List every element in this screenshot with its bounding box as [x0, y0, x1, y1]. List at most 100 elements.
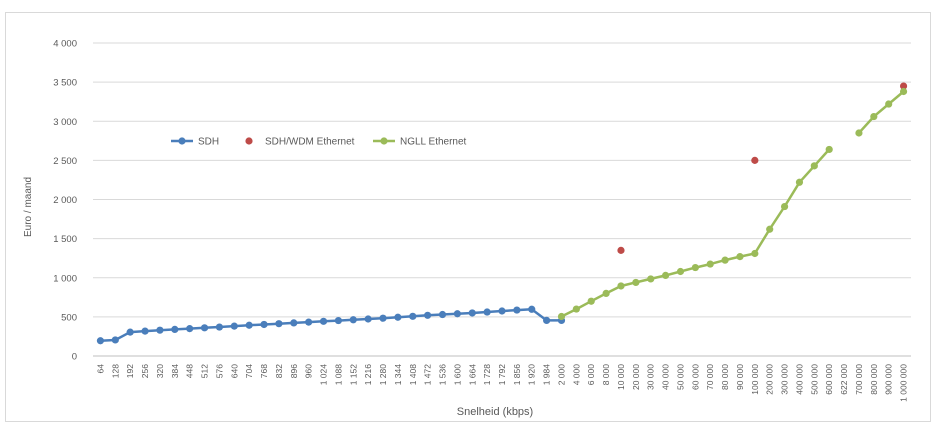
x-tick-label: 1 344 [393, 364, 403, 386]
ngll-ethernet-point [676, 267, 685, 276]
x-tick-label: 800 000 [869, 364, 879, 395]
sdh-point [215, 323, 224, 331]
x-tick-label: 1 024 [319, 364, 329, 386]
ngll-ethernet-point [825, 145, 833, 154]
y-tick-label: 4 000 [53, 39, 77, 50]
ngll-ethernet-point [736, 253, 744, 261]
sdh-point [349, 316, 357, 324]
sdh-point [453, 310, 461, 318]
legend-ngll-ethernet-marker [380, 137, 388, 145]
y-tick-label: 3 500 [53, 78, 77, 89]
ngll-ethernet-point [870, 112, 878, 121]
x-tick-label: 700 000 [854, 364, 864, 395]
legend-sdh-wdm-ethernet-label: SDH/WDM Ethernet [265, 137, 355, 148]
ngll-ethernet-point [855, 129, 863, 137]
sdh-wdm-ethernet-point [617, 246, 625, 254]
sdh-point [528, 305, 536, 313]
ngll-ethernet-point [885, 100, 893, 108]
x-tick-label: 1 984 [542, 364, 552, 386]
sdh-point [468, 309, 476, 317]
x-tick-label: 60 000 [690, 364, 700, 390]
ngll-ethernet-point [587, 297, 595, 305]
x-tick-label: 900 000 [884, 364, 894, 395]
sdh-point [126, 328, 134, 336]
y-axis-ticks: 0 500 1 000 1 500 2 000 2 500 3 000 3 500 4 000 [53, 39, 77, 363]
x-tick-label: 100 000 [750, 364, 760, 395]
y-tick-label: 1 500 [53, 234, 77, 245]
sdh-point [498, 307, 506, 315]
x-tick-label: 40 000 [661, 364, 671, 390]
ngll-ethernet-line [560, 148, 831, 318]
sdh-point [438, 310, 447, 319]
x-tick-label: 128 [110, 364, 120, 378]
sdh-point [156, 326, 164, 334]
x-tick-label: 960 [304, 364, 314, 378]
ngll-ethernet-point [795, 178, 804, 186]
x-tick-label: 1 664 [467, 364, 477, 386]
x-tick-label: 576 [214, 364, 224, 378]
x-tick-label: 1 000 000 [899, 364, 909, 402]
x-tick-label: 256 [140, 364, 150, 378]
y-tick-label: 2 500 [53, 156, 77, 167]
x-tick-label: 6 000 [586, 364, 596, 386]
sdh-line [100, 308, 562, 342]
x-tick-label: 64 [95, 364, 105, 374]
ngll-ethernet-point [899, 87, 908, 96]
legend-sdh-marker [178, 137, 186, 145]
x-axis-title: Snelheid (kbps) [457, 406, 533, 418]
sdh-wdm-ethernet-point [899, 82, 908, 90]
x-tick-label: 192 [125, 364, 135, 378]
ngll-ethernet-point [780, 202, 789, 211]
ngll-ethernet-point [632, 278, 640, 287]
sdh-point [319, 317, 328, 325]
x-tick-label: 1 920 [527, 364, 537, 386]
sdh-point [96, 337, 105, 345]
x-tick-label: 622 000 [839, 364, 849, 395]
x-tick-label: 200 000 [765, 364, 775, 395]
x-tick-label: 70 000 [705, 364, 715, 390]
chart-frame: 0 500 1 000 1 500 2 000 2 500 3 000 3 500 4 000 … [5, 12, 931, 422]
legend-sdh-label: SDH [198, 137, 219, 148]
sdh-point [275, 320, 283, 328]
sdh-point [394, 313, 402, 321]
sdh-point [186, 325, 194, 333]
x-tick-label: 896 [289, 364, 299, 378]
x-tick-label: 1 216 [363, 364, 373, 386]
sdh-point [260, 320, 268, 329]
sdh-point [141, 327, 149, 335]
y-tick-label: 3 000 [53, 117, 77, 128]
x-tick-label: 2 000 [556, 364, 566, 386]
ngll-ethernet-point [751, 249, 759, 258]
x-tick-label: 600 000 [824, 364, 834, 395]
sdh-point [171, 325, 179, 333]
sdh-point [543, 316, 551, 324]
x-tick-label: 1 600 [452, 364, 462, 386]
ngll-ethernet-point [557, 312, 566, 321]
sdh-point [200, 324, 209, 332]
x-tick-label: 1 792 [497, 364, 507, 386]
ngll-ethernet-point [691, 263, 699, 272]
sdh-point [245, 321, 253, 329]
sdh-point [513, 306, 521, 314]
x-tick-label: 10 000 [616, 364, 626, 390]
series-layer [96, 82, 908, 345]
x-tick-label: 30 000 [646, 364, 656, 390]
y-tick-label: 0 [72, 352, 77, 363]
x-tick-label: 80 000 [720, 364, 730, 390]
x-tick-label: 500 000 [809, 364, 819, 395]
ngll-ethernet-point [647, 275, 655, 283]
sdh-point [424, 311, 432, 319]
ngll-ethernet-point [706, 260, 714, 268]
sdh-point [483, 308, 491, 316]
x-tick-label: 768 [259, 364, 269, 378]
x-tick-label: 1 280 [378, 364, 388, 386]
x-tick-label: 50 000 [675, 364, 685, 390]
sdh-point [334, 316, 342, 325]
legend: SDH SDH/WDM Ethernet NGLL Ethernet [171, 137, 467, 148]
sdh-point [111, 336, 119, 344]
x-tick-label: 400 000 [794, 364, 804, 395]
y-tick-label: 500 [61, 312, 77, 323]
x-tick-label: 8 000 [601, 364, 611, 386]
legend-sdh-wdm-ethernet-marker [245, 137, 253, 145]
